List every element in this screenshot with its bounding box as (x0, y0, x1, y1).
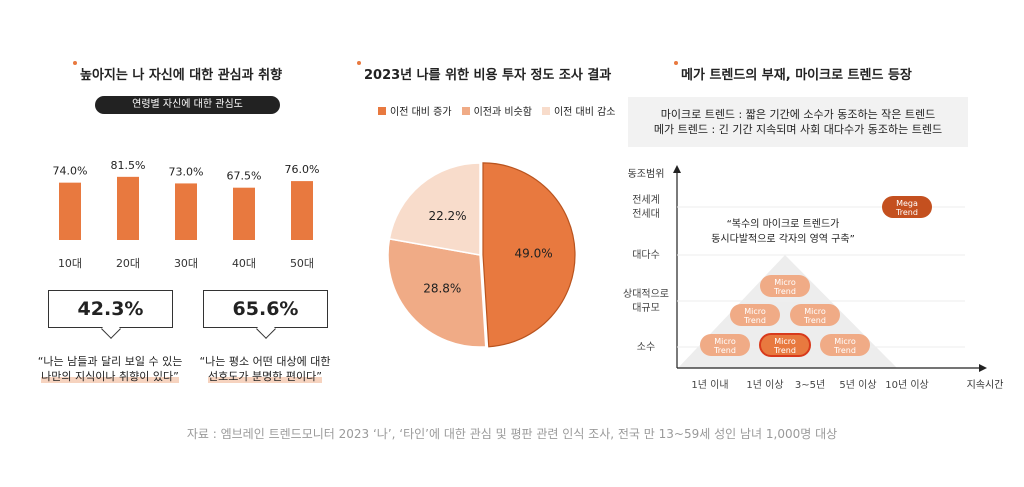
y-tick-label-0: 소수 (637, 341, 655, 353)
legend-swatch (541, 106, 550, 115)
trend-point-2 (820, 334, 870, 356)
x-tick-label-2: 3~5년 (795, 379, 825, 391)
pie-slice-2 (388, 162, 481, 256)
pie-slice-0 (482, 162, 576, 348)
bar-category-label-2: 30대 (174, 257, 198, 270)
legend-item-similar: 이전과 비슷함 (461, 103, 532, 118)
legend-swatch (461, 106, 470, 115)
pie-slice-1 (387, 238, 487, 348)
x-axis-title: 지속시간 (967, 379, 1004, 391)
trend-point-5 (760, 275, 810, 297)
bar-chart-subtitle: 연령별 자신에 대한 관심도 (95, 96, 280, 114)
stat-box-clear-preference: 65.6% (203, 290, 328, 339)
title-bullet-icon (73, 61, 77, 65)
bar-category-label-3: 40대 (232, 257, 256, 270)
x-tick-label-0: 1년 이내 (691, 379, 728, 391)
trend-point-label-5: Trend (773, 287, 796, 296)
pie-value-label-1: 28.8% (423, 282, 461, 296)
trend-point-0 (700, 334, 750, 356)
bar-3 (233, 187, 255, 240)
trend-point-6 (882, 196, 932, 218)
speech-tail-icon (255, 319, 276, 339)
trend-point-label-3: Trend (743, 316, 766, 325)
stat-box-distinct-taste: 42.3% (48, 290, 173, 339)
trend-point-label-5: Micro (774, 278, 796, 287)
y-axis-title: 동조범위 (628, 167, 665, 180)
pie-value-label-0: 49.0% (515, 246, 553, 260)
trend-point-1 (759, 333, 811, 357)
bar-value-label-4: 76.0% (285, 163, 320, 176)
trend-point-label-0: Trend (713, 346, 736, 355)
bar-1 (117, 176, 139, 240)
bar-category-label-1: 20대 (116, 257, 140, 270)
y-axis-arrow-icon (673, 165, 681, 173)
y-tick-label-3: 전세대 (632, 208, 660, 220)
chart-annotation-line1: “복수의 마이크로 트렌드가 (727, 218, 840, 230)
title-bullet-icon (674, 61, 678, 65)
x-tick-label-1: 1년 이상 (746, 379, 783, 391)
trend-point-label-1: Micro (774, 337, 796, 346)
trend-point-label-4: Trend (803, 316, 826, 325)
right-panel-title: 메가 트렌드의 부재, 마이크로 트렌드 등장 (674, 61, 912, 83)
chart-annotation-line2: 동시다발적으로 각자의 영역 구축” (711, 233, 855, 245)
x-tick-label-3: 5년 이상 (839, 379, 876, 391)
bar-category-label-4: 50대 (290, 257, 314, 270)
speech-tail-icon (100, 319, 121, 339)
pie-value-label-2: 22.2% (428, 209, 466, 223)
spending-pie-chart: 49.0% 28.8% 22.2% (387, 162, 576, 348)
bar-category-label-0: 10대 (58, 257, 82, 270)
bar-value-label-2: 73.0% (169, 165, 204, 178)
left-panel-title: 높아지는 나 자신에 대한 관심과 취향 (73, 61, 282, 83)
trend-point-label-6: Trend (895, 208, 918, 217)
trend-point-label-6: Mega (896, 199, 918, 208)
bar-2 (175, 183, 197, 240)
y-tick-label-3: 전세계 (632, 194, 660, 206)
trend-definitions: 마이크로 트렌드 : 짧은 기간에 소수가 동조하는 작은 트렌드 메가 트렌드… (628, 97, 968, 147)
middle-panel-title: 2023년 나를 위한 비용 투자 정도 조사 결과 (357, 61, 611, 83)
source-note: 자료 : 엠브레인 트렌드모니터 2023 ‘나’, ‘타인’에 대한 관심 및… (186, 427, 838, 441)
bar-value-label-1: 81.5% (111, 159, 146, 172)
y-tick-label-1: 대규모 (632, 302, 660, 314)
age-interest-bar-chart: 74.0% 10대 81.5% 20대 73.0% 30대 67.5% 40대 76.0% 50대 (53, 159, 320, 270)
bar-0 (59, 182, 81, 240)
pie-legend: 이전 대비 증가 이전과 비슷함 이전 대비 감소 (378, 103, 616, 118)
quote-clear-preference: “나는 평소 어떤 대상에 대한 선호도가 분명한 편이다” (199, 355, 331, 383)
bar-value-label-0: 74.0% (53, 165, 88, 178)
bar-4 (291, 181, 313, 240)
legend-item-increase: 이전 대비 증가 (378, 103, 452, 118)
trend-point-label-2: Micro (834, 337, 856, 346)
trend-point-label-0: Micro (714, 337, 736, 346)
trend-point-4 (790, 304, 840, 326)
y-tick-label-1: 상대적으로 (623, 288, 669, 300)
y-tick-label-2: 대다수 (632, 249, 660, 261)
trend-point-label-3: Micro (744, 307, 766, 316)
trend-point-label-4: Micro (804, 307, 826, 316)
title-bullet-icon (357, 61, 361, 65)
trend-point-3 (730, 304, 780, 326)
x-tick-label-4: 10년 이상 (885, 379, 929, 391)
x-axis-arrow-icon (979, 364, 987, 372)
legend-item-decrease: 이전 대비 감소 (541, 103, 616, 118)
bar-value-label-3: 67.5% (227, 170, 262, 183)
quote-distinct-taste: “나는 남들과 달리 보일 수 있는 나만의 지식이나 취향이 있다” (37, 355, 183, 383)
legend-swatch (378, 106, 386, 115)
trend-point-label-1: Trend (773, 346, 796, 355)
trend-point-label-2: Trend (833, 346, 856, 355)
